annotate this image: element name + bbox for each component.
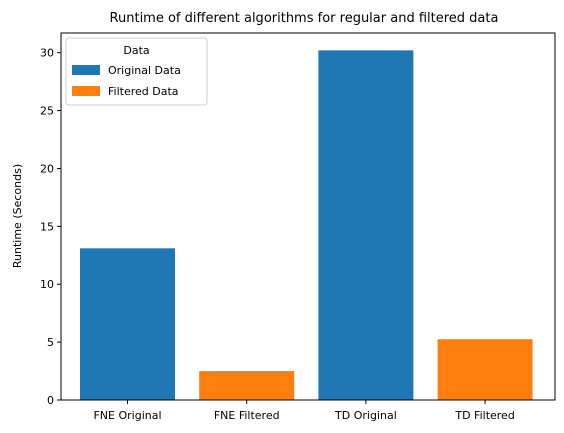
bar-fne-filtered — [199, 371, 295, 400]
legend-label: Filtered Data — [108, 85, 179, 98]
x-tick-label: TD Original — [334, 409, 397, 422]
x-axis-ticks: FNE Original FNE Filtered TD Original TD Fi… — [93, 400, 515, 422]
y-axis-ticks: 0 5 10 15 20 25 30 — [40, 47, 61, 407]
y-tick-label: 5 — [47, 336, 54, 349]
legend-box — [65, 37, 208, 106]
y-tick-label: 25 — [40, 105, 54, 118]
legend-label: Original Data — [108, 64, 181, 77]
y-tick-label: 10 — [40, 278, 54, 291]
bar-fne-original — [80, 248, 175, 400]
plot-frame — [60, 32, 556, 401]
y-axis-label: Runtime (Seconds) — [11, 164, 24, 268]
y-tick-label: 15 — [40, 220, 54, 233]
bars — [80, 50, 533, 400]
legend: Data Original Data Filtered Data — [65, 37, 208, 106]
legend-items: Original Data Filtered Data — [72, 64, 181, 98]
bar-td-filtered — [437, 339, 533, 400]
y-tick-label: 20 — [40, 162, 54, 175]
legend-swatch — [72, 65, 100, 75]
y-tick-label: 30 — [40, 47, 54, 60]
x-tick-label: FNE Filtered — [214, 409, 280, 422]
y-tick-label: 0 — [47, 394, 54, 407]
legend-swatch — [72, 86, 100, 96]
legend-title: Data — [123, 44, 149, 57]
chart-title: Runtime of different algorithms for regu… — [110, 11, 499, 26]
x-tick-label: TD Filtered — [454, 409, 514, 422]
x-tick-label: FNE Original — [93, 409, 161, 422]
bar-td-original — [318, 50, 414, 400]
